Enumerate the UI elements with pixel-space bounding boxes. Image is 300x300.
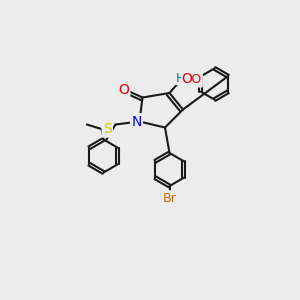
Text: H: H bbox=[175, 72, 185, 85]
Text: S: S bbox=[103, 122, 112, 136]
Text: Br: Br bbox=[163, 191, 176, 205]
Text: N: N bbox=[131, 115, 142, 128]
Text: O: O bbox=[118, 83, 129, 97]
Text: O: O bbox=[181, 72, 192, 86]
Text: HO: HO bbox=[182, 73, 202, 86]
